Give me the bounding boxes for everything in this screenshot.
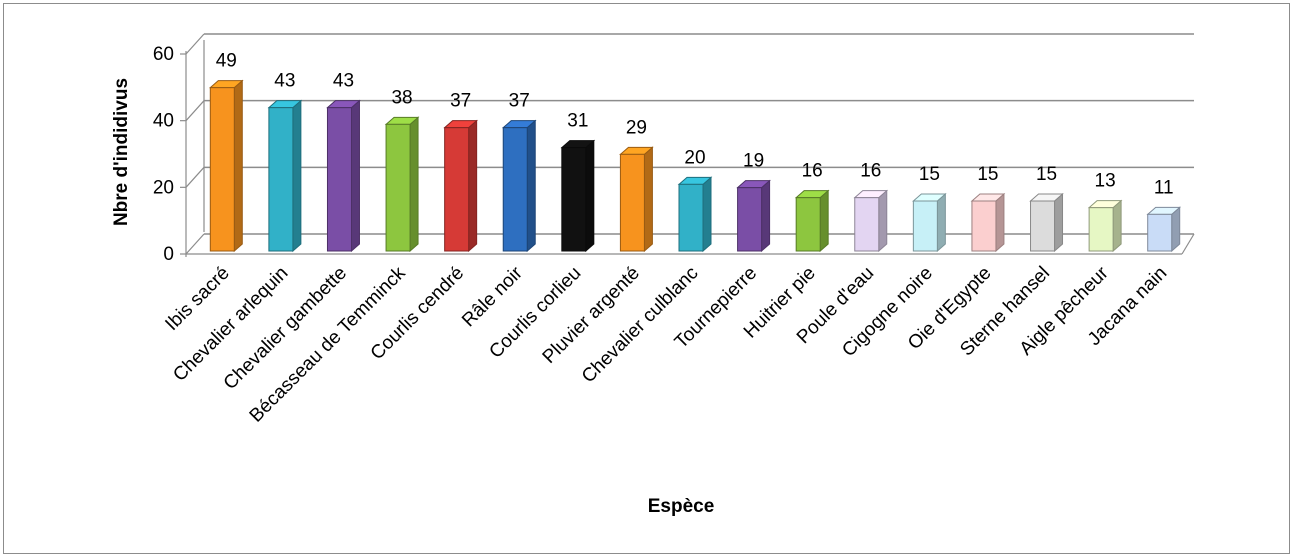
gridline-depth: [185, 166, 205, 188]
data-label: 11: [1154, 177, 1174, 198]
bar: [853, 189, 889, 253]
bar: [501, 119, 537, 253]
bar-side: [233, 79, 243, 253]
bar: [794, 189, 830, 253]
bar-front: [619, 153, 645, 252]
data-label: 38: [391, 87, 412, 108]
x-axis-title: Espèce: [648, 496, 715, 517]
bar-side: [526, 119, 536, 253]
bar: [619, 146, 654, 253]
bar: [267, 99, 303, 253]
data-label: 13: [1095, 171, 1116, 192]
bar-front: [1147, 213, 1173, 252]
y-tick-label: 40: [153, 111, 174, 132]
bar: [736, 179, 771, 253]
bar: [912, 192, 947, 253]
bar: [326, 99, 361, 253]
bar: [1087, 199, 1123, 253]
gridline-depth: [185, 100, 205, 122]
data-label: 29: [626, 117, 647, 138]
bar-front: [444, 127, 470, 252]
bar: [1029, 192, 1064, 253]
bar-side: [936, 192, 946, 253]
data-label: 19: [743, 151, 764, 172]
bar-front: [1030, 200, 1056, 252]
data-label: 49: [216, 51, 237, 72]
bar-front: [209, 87, 235, 252]
bar-front: [912, 200, 938, 252]
data-label: 16: [802, 161, 823, 182]
bar-front: [326, 107, 352, 252]
data-label: 20: [684, 147, 705, 168]
data-labels: 49 43 43 38 37 37 31 29 20 19 16 16 15 15 15 13 11: [216, 51, 1174, 199]
gridline-depth: [185, 233, 205, 255]
y-axis-ticks: 0 20 40 60: [153, 44, 186, 265]
gridline-depth: [185, 33, 205, 55]
data-label: 37: [450, 91, 471, 112]
bar-side: [409, 116, 419, 253]
y-tick-label: 0: [163, 244, 174, 265]
bar-front: [1088, 207, 1114, 252]
y-tick-label: 20: [153, 177, 174, 198]
bar-side: [643, 146, 653, 253]
bar-side: [702, 176, 712, 253]
bar-side: [292, 99, 302, 253]
bar-front: [854, 197, 880, 252]
bar-side: [1054, 192, 1064, 253]
bar-front: [502, 127, 528, 252]
bar-side: [585, 139, 595, 253]
data-label: 43: [274, 71, 295, 92]
bar: [677, 176, 713, 253]
floor-edge: [1181, 233, 1195, 255]
bar-side: [819, 189, 829, 253]
bar-front: [971, 200, 997, 252]
bar: [970, 192, 1006, 253]
data-label: 37: [509, 91, 530, 112]
data-label: 43: [333, 71, 354, 92]
bar-side: [468, 119, 478, 253]
bar-front: [385, 123, 411, 252]
data-label: 31: [567, 111, 588, 132]
bars: [208, 79, 1182, 253]
bar: [443, 119, 478, 253]
bar: [1146, 206, 1182, 253]
y-axis-title: Nbre d'indidivus: [111, 78, 132, 226]
bar-front: [678, 183, 704, 252]
bar-front: [795, 197, 821, 252]
bar: [560, 139, 596, 253]
data-label: 15: [919, 164, 940, 185]
bar-side: [1112, 199, 1122, 253]
chart-frame: 0 20 40 60 49 43 43 38 37 37 31 29 20 19 16 16 15 15 15 13…: [3, 3, 1290, 554]
data-label: 16: [860, 161, 881, 182]
bar-front: [561, 147, 587, 252]
bar-side: [995, 192, 1005, 253]
bar: [208, 79, 244, 253]
bar-side: [878, 189, 888, 253]
bar-chart: 0 20 40 60 49 43 43 38 37 37 31 29 20 19 16 16 15 15 15 13…: [111, 33, 1195, 517]
bar-front: [737, 187, 763, 252]
y-tick-label: 60: [153, 44, 174, 65]
data-label: 15: [977, 164, 998, 185]
bar-front: [268, 107, 294, 252]
bar: [384, 116, 420, 253]
bar-side: [761, 179, 771, 253]
data-label: 15: [1036, 164, 1057, 185]
bar-side: [350, 99, 360, 253]
